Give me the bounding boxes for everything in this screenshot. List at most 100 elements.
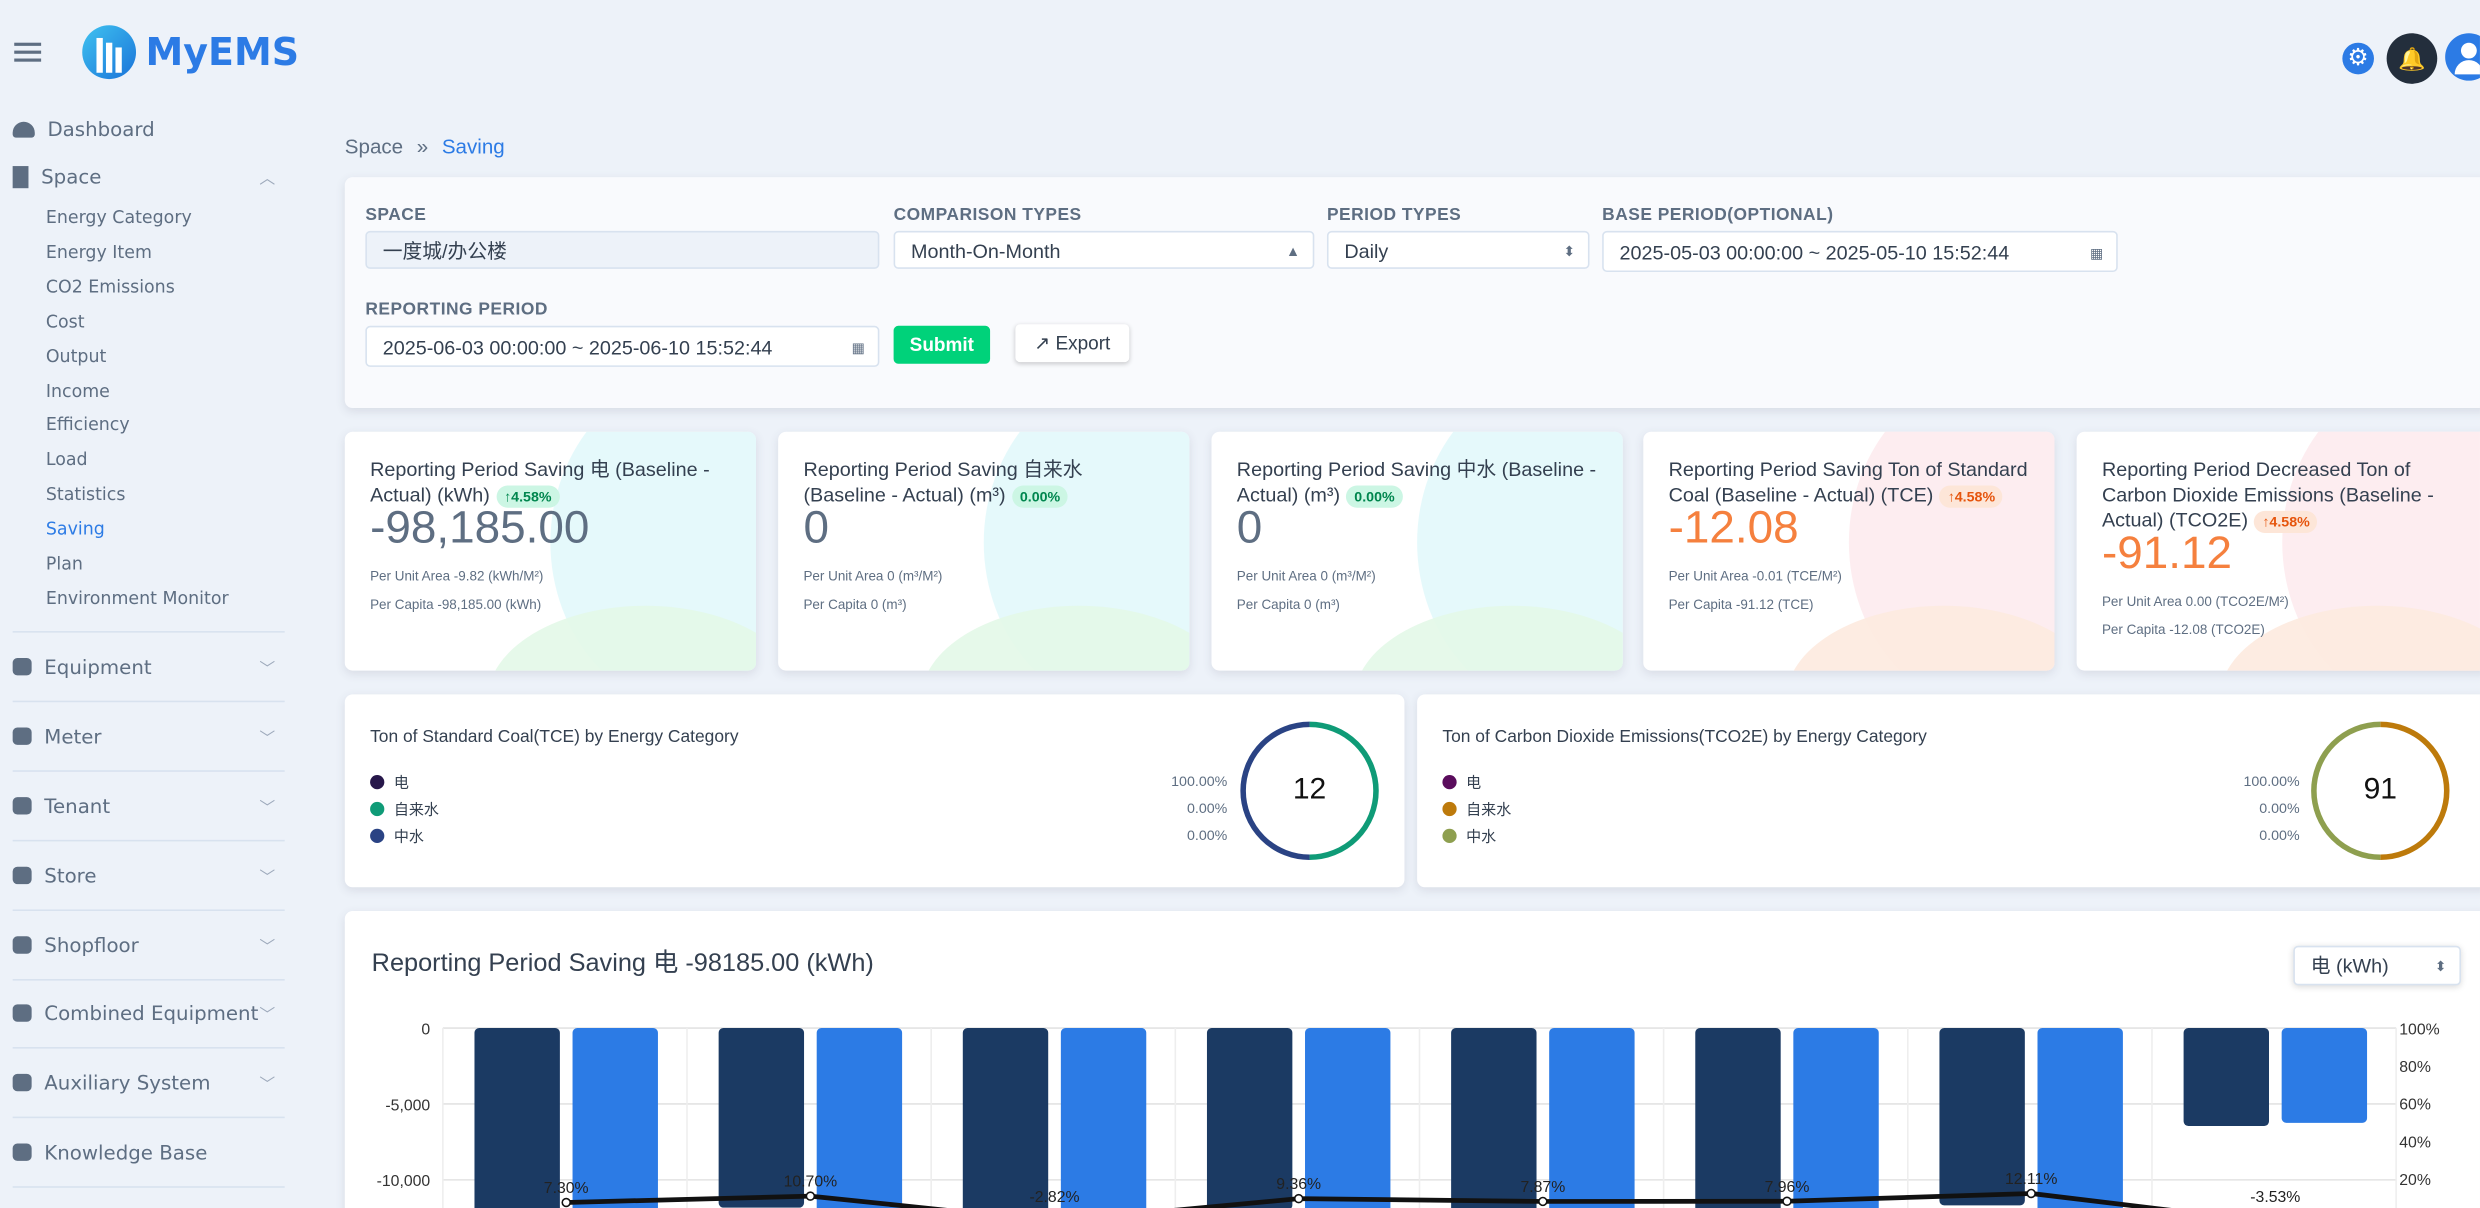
kpi-title-text: Reporting Period Saving 中水 (Baseline - A… bbox=[1236, 458, 1597, 507]
sidebar-subitem-statistics[interactable]: Statistics bbox=[45, 484, 126, 505]
comparison-types-select[interactable]: Month-On-Month ▲ bbox=[893, 230, 1315, 269]
sidebar-subitem-co2-emissions[interactable]: CO2 Emissions bbox=[45, 276, 175, 298]
sidebar-item-store[interactable]: Store ﹀ bbox=[12, 864, 282, 887]
kpi-change-badge: ↑4.58% bbox=[1939, 485, 2004, 508]
bar-base[interactable] bbox=[1695, 1028, 1781, 1208]
bar-reporting[interactable] bbox=[1305, 1028, 1391, 1208]
bar-reporting[interactable] bbox=[1793, 1028, 1879, 1208]
notification-bell-icon[interactable]: 🔔 bbox=[2386, 33, 2438, 84]
line-point[interactable] bbox=[2026, 1188, 2036, 1199]
legend-item[interactable]: 自来水 bbox=[1442, 797, 1511, 819]
bar-base[interactable] bbox=[1451, 1028, 1537, 1208]
sidebar-item-tenant[interactable]: Tenant ﹀ bbox=[12, 793, 282, 818]
chevron-down-icon: ﹀ bbox=[259, 730, 276, 749]
legend-item[interactable]: 中水 bbox=[370, 824, 424, 846]
bar-reporting[interactable] bbox=[1549, 1028, 1635, 1208]
bar-reporting[interactable] bbox=[572, 1028, 658, 1208]
bar-reporting[interactable] bbox=[1060, 1028, 1147, 1208]
sidebar-item-auxiliary-system[interactable]: Auxiliary System ﹀ bbox=[12, 1071, 282, 1095]
chevron-down-icon: ﹀ bbox=[259, 800, 276, 818]
energy-category-value: 电 (kWh) bbox=[2310, 955, 2389, 978]
sidebar-subitem-energy-category[interactable]: Energy Category bbox=[45, 207, 192, 228]
sidebar-subitem-cost[interactable]: Cost bbox=[45, 311, 85, 332]
sidebar-item-combined-equipment[interactable]: Combined Equipment ﹀ bbox=[12, 1001, 282, 1025]
breadcrumb-separator: » bbox=[416, 134, 429, 159]
sidebar-item-dashboard[interactable]: Dashboard bbox=[12, 117, 282, 141]
line-point[interactable] bbox=[1782, 1196, 1792, 1207]
sidebar-subitem-saving[interactable]: Saving bbox=[45, 518, 105, 540]
line-point[interactable] bbox=[1293, 1193, 1304, 1204]
bar-base[interactable] bbox=[1206, 1028, 1293, 1208]
sidebar-subitem-output[interactable]: Output bbox=[45, 345, 107, 367]
app-logo-text[interactable]: MyEMS bbox=[145, 30, 300, 75]
donut-chart bbox=[1240, 721, 1379, 860]
bar-reporting[interactable] bbox=[2037, 1028, 2123, 1208]
line-point-label: -3.53% bbox=[2250, 1189, 2300, 1206]
base-period-value: 2025-05-03 00:00:00 ~ 2025-05-10 15:52:4… bbox=[1619, 241, 2010, 265]
sidebar-subitem-load[interactable]: Load bbox=[45, 449, 88, 471]
space-field[interactable]: 一度城/办公楼 bbox=[365, 230, 880, 269]
select-arrows-icon: ⬍ bbox=[1563, 243, 1576, 260]
divider bbox=[12, 1047, 285, 1049]
bar-base[interactable] bbox=[474, 1028, 560, 1208]
line-point[interactable] bbox=[561, 1197, 571, 1208]
donut-title: Ton of Carbon Dioxide Emissions(TCO2E) b… bbox=[1442, 727, 1927, 747]
sidebar-item-label: Space bbox=[41, 164, 102, 189]
kpi-title-text: Reporting Period Saving 电 (Baseline - Ac… bbox=[370, 458, 710, 507]
dashboard-icon bbox=[12, 120, 35, 137]
bar-base[interactable] bbox=[718, 1028, 805, 1208]
divider bbox=[12, 1116, 285, 1119]
period-types-select[interactable]: Daily ⬍ bbox=[1326, 230, 1590, 269]
kpi-per-capita: Per Capita -98,185.00 (kWh) bbox=[370, 596, 542, 613]
energy-category-donut-card: Ton of Carbon Dioxide Emissions(TCO2E) b… bbox=[1417, 694, 2480, 888]
calendar-icon: ▦ bbox=[2090, 245, 2104, 261]
kpi-value: 0 bbox=[803, 502, 829, 554]
kpi-per-unit-area: Per Unit Area -9.82 (kWh/M²) bbox=[370, 567, 544, 584]
line-point[interactable] bbox=[1538, 1196, 1548, 1207]
select-arrows-icon: ▲ bbox=[1285, 243, 1301, 260]
legend-item[interactable]: 自来水 bbox=[370, 797, 439, 819]
left-axis-tick: -10,000 bbox=[377, 1173, 431, 1190]
bar-reporting[interactable] bbox=[816, 1028, 903, 1208]
sidebar-item-meter[interactable]: Meter ﹀ bbox=[12, 724, 282, 749]
legend-item[interactable]: 中水 bbox=[1442, 824, 1496, 846]
breadcrumb-space[interactable]: Space bbox=[344, 134, 404, 159]
sidebar-item-label: Shopfloor bbox=[44, 933, 139, 957]
sidebar-subitem-plan[interactable]: Plan bbox=[45, 553, 83, 575]
chart-title: Reporting Period Saving 电 -98185.00 (kWh… bbox=[371, 950, 874, 978]
bar-base[interactable] bbox=[1939, 1028, 2025, 1206]
submit-button[interactable]: Submit bbox=[893, 325, 991, 364]
donut-arc-left bbox=[1240, 721, 1310, 860]
energy-category-select[interactable]: 电 (kWh) ⬍ bbox=[2293, 945, 2461, 986]
sidebar-subitem-income[interactable]: Income bbox=[45, 380, 110, 401]
hamburger-menu-icon[interactable] bbox=[14, 42, 42, 62]
bar-reporting[interactable] bbox=[2281, 1028, 2368, 1123]
line-point[interactable] bbox=[805, 1191, 816, 1201]
sidebar-item-label: Tenant bbox=[44, 793, 111, 818]
sidebar-subitem-energy-item[interactable]: Energy Item bbox=[45, 241, 152, 263]
sidebar-subitem-environment-monitor[interactable]: Environment Monitor bbox=[45, 588, 229, 609]
chevron-down-icon: ﹀ bbox=[259, 661, 276, 679]
legend-percent: 100.00% bbox=[2243, 773, 2300, 790]
base-period-input[interactable]: 2025-05-03 00:00:00 ~ 2025-05-10 15:52:4… bbox=[1602, 230, 2118, 273]
sidebar-subitem-efficiency[interactable]: Efficiency bbox=[45, 414, 130, 436]
export-button[interactable]: ↗ Export bbox=[1015, 324, 1130, 363]
legend-percent: 0.00% bbox=[1186, 827, 1228, 843]
chevron-up-icon: ︿ bbox=[259, 170, 276, 189]
donut-title: Ton of Standard Coal(TCE) by Energy Cate… bbox=[370, 727, 739, 747]
bar-base[interactable] bbox=[962, 1028, 1049, 1208]
bar-base[interactable] bbox=[2183, 1028, 2270, 1126]
legend-item[interactable]: 电 bbox=[1442, 770, 1481, 792]
divider bbox=[12, 631, 285, 633]
sidebar-item-space[interactable]: Space ︿ bbox=[12, 164, 282, 189]
sidebar-item-shopfloor[interactable]: Shopfloor ﹀ bbox=[12, 933, 282, 957]
legend-item[interactable]: 电 bbox=[370, 770, 409, 792]
sidebar-item-equipment[interactable]: Equipment ﹀ bbox=[12, 655, 282, 679]
cogs-icon bbox=[12, 1004, 32, 1022]
settings-gear-icon[interactable]: ⚙ bbox=[2342, 42, 2374, 75]
user-avatar-icon[interactable] bbox=[2445, 33, 2480, 81]
chevron-down-icon: ﹀ bbox=[259, 1077, 276, 1095]
reporting-period-input[interactable]: 2025-06-03 00:00:00 ~ 2025-06-10 15:52:4… bbox=[365, 325, 880, 367]
sidebar-item-knowledge-base[interactable]: Knowledge Base bbox=[12, 1140, 282, 1164]
